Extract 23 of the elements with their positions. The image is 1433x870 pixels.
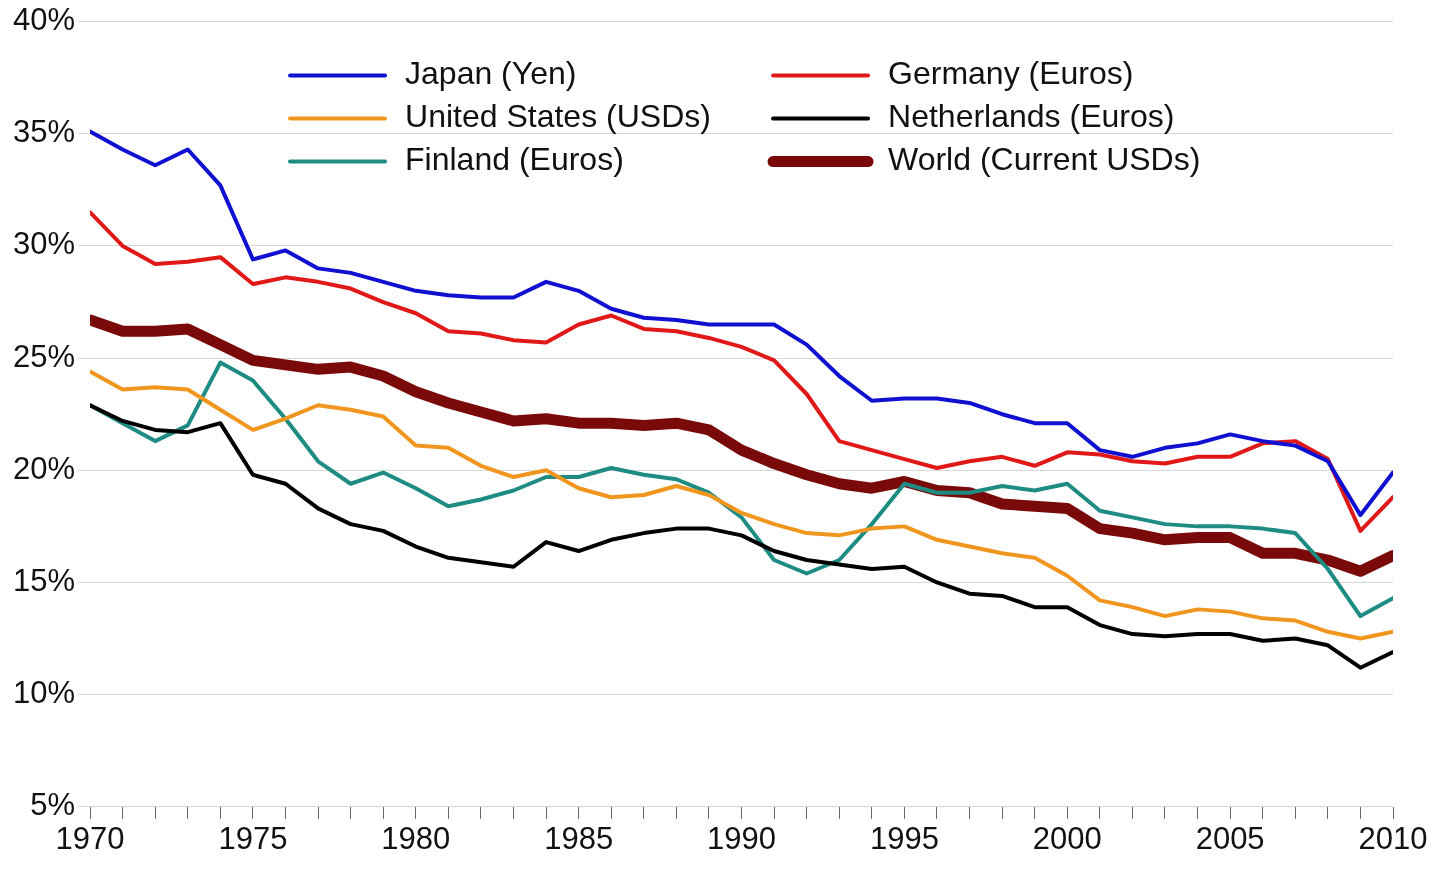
x-tick-label: 1970 [55,820,125,856]
y-tick-label: 25% [13,338,76,374]
y-tick-label: 35% [13,114,76,150]
y-tick-label: 5% [30,787,76,823]
y-tick-label: 15% [13,563,76,598]
x-tick-label: 1975 [218,820,288,856]
legend-label: Netherlands (Euros) [888,98,1175,135]
x-tick-label: 2010 [1358,820,1428,856]
y-tick-label: 30% [13,226,76,262]
y-tick-label: 20% [13,450,76,486]
x-tick-label: 1990 [707,820,777,856]
x-tick-label: 1995 [869,820,939,856]
x-tick-label: 1980 [381,820,451,856]
y-tick-label: 10% [13,675,76,711]
x-tick-label: 2005 [1195,820,1265,856]
legend-label: United States (USDs) [405,98,711,135]
legend-label: Germany (Euros) [888,55,1134,92]
legend-label: Finland (Euros) [405,141,624,178]
legend-label: World (Current USDs) [888,141,1201,178]
y-tick-label: 40% [13,2,76,38]
x-tick-label: 2000 [1032,820,1102,856]
x-tick-label: 1985 [544,820,614,856]
legend-label: Japan (Yen) [405,55,577,92]
